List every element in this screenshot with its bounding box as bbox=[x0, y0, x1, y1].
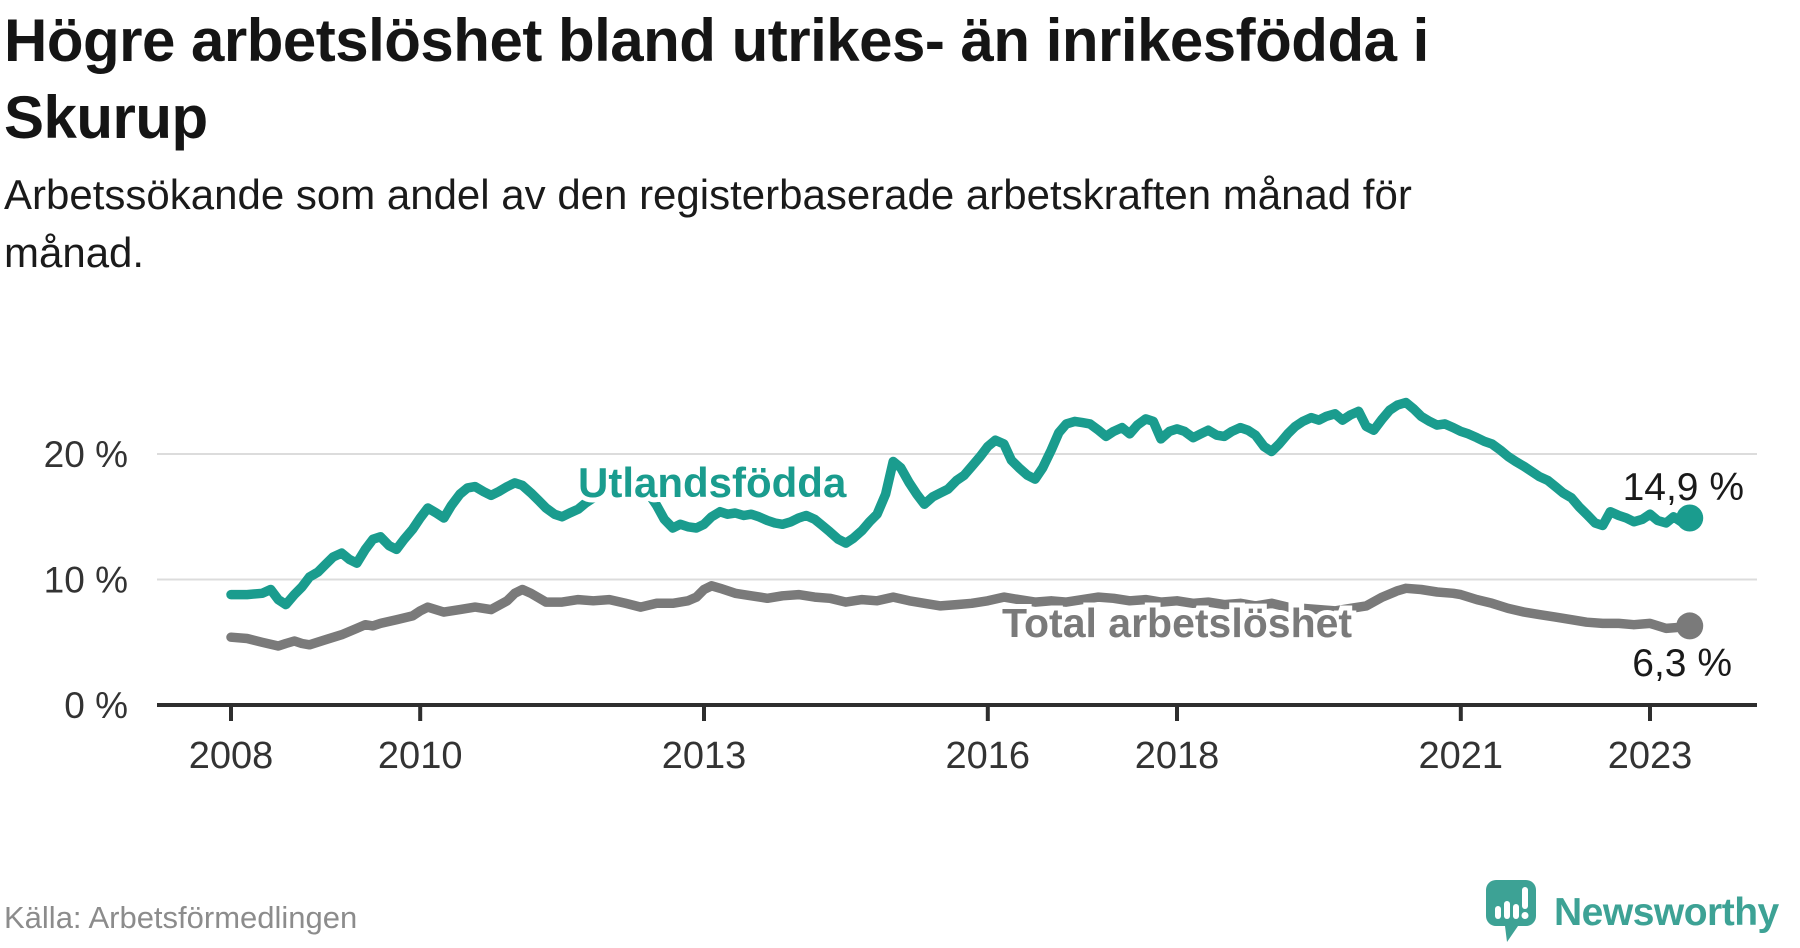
title-line-2: Skurup bbox=[4, 84, 208, 151]
series-label-total-arbetsloshet: Total arbetslöshet bbox=[1002, 600, 1352, 646]
series-label-utlandsfodda: Utlandsfödda bbox=[578, 459, 847, 506]
series-line-total-arbetsloshet bbox=[226, 581, 1695, 651]
newsworthy-wordmark: Newsworthy bbox=[1554, 891, 1779, 934]
end-value-label-utlandsfodda: 14,9 % bbox=[1623, 466, 1744, 509]
newsworthy-logo: Newsworthy bbox=[1486, 880, 1779, 946]
x-tick-label-2010: 2010 bbox=[378, 735, 463, 777]
source-note: Källa: Arbetsförmedlingen bbox=[4, 900, 358, 935]
subtitle-line-1: Arbetssökande som andel av den registerb… bbox=[4, 171, 1412, 218]
series-line-utlandsfodda bbox=[226, 397, 1695, 610]
x-tick-label-2018: 2018 bbox=[1135, 735, 1220, 777]
x-tick-label-2023: 2023 bbox=[1608, 735, 1693, 777]
title-line-1: Högre arbetslöshet bland utrikes- än inr… bbox=[4, 7, 1429, 74]
y-tick-label-10: 10 % bbox=[44, 560, 128, 601]
subtitle-line-2: månad. bbox=[4, 229, 145, 276]
series-end-dot-total-arbetsloshet bbox=[1676, 612, 1704, 640]
newsworthy-speech-bubble-bar-chart-icon bbox=[1486, 880, 1536, 942]
y-tick-label-0: 0 % bbox=[64, 685, 128, 726]
x-tick-label-2021: 2021 bbox=[1419, 735, 1504, 777]
page-title: Högre arbetslöshet bland utrikes- än inr… bbox=[4, 2, 1764, 156]
end-value-label-total-arbetsloshet: 6,3 % bbox=[1632, 642, 1732, 685]
y-tick-label-20: 20 % bbox=[44, 434, 128, 475]
x-tick-label-2016: 2016 bbox=[946, 735, 1031, 777]
chart-subtitle: Arbetssökande som andel av den registerb… bbox=[4, 166, 1504, 282]
x-tick-label-2013: 2013 bbox=[662, 735, 747, 777]
x-tick-label-2008: 2008 bbox=[189, 735, 274, 777]
series-end-dot-utlandsfodda bbox=[1676, 504, 1704, 532]
